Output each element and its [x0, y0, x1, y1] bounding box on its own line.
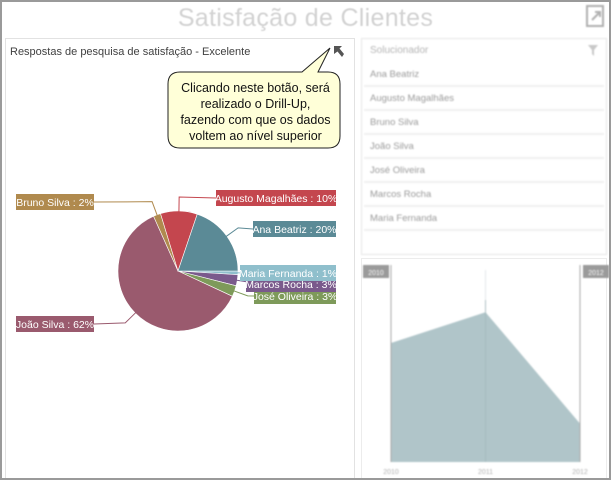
callout-line: fazendo com que os dados	[180, 113, 331, 127]
x-axis-label: 2010	[383, 469, 399, 476]
pie-label: Ana Beatriz : 20%	[252, 221, 337, 237]
selector-header-label: Solucionador	[370, 45, 429, 56]
pie-connector-line	[93, 201, 159, 217]
selector-item-joao-silva[interactable]: João Silva	[364, 135, 604, 159]
drill-up-arrow-icon[interactable]	[333, 45, 345, 58]
pie-label-text: Augusto Magalhães : 10%	[215, 193, 338, 205]
selector-item-augusto-magalhaes[interactable]: Augusto Magalhães	[364, 87, 604, 111]
export-icon[interactable]	[585, 4, 607, 28]
pie-label: Maria Fernanda : 1%	[239, 265, 337, 281]
pie-label: João Silva : 62%	[16, 316, 94, 332]
selector-item-bruno-silva[interactable]: Bruno Silva	[364, 111, 604, 135]
callout-line: realizado o Drill-Up,	[200, 97, 311, 111]
pie-label-text: Marcos Rocha : 3%	[245, 279, 337, 291]
pie-label: Bruno Silva : 2%	[16, 194, 94, 210]
x-axis-label: 2011	[478, 469, 493, 476]
pie-label-text: Maria Fernanda : 1%	[239, 268, 337, 280]
clear-filter-icon[interactable]	[588, 45, 598, 57]
pie-label-text: Ana Beatriz : 20%	[252, 224, 336, 236]
callout-line: Clicando neste botão, será	[181, 81, 330, 95]
selector-header: Solucionador	[362, 39, 606, 63]
selector-item-ana-beatriz[interactable]: Ana Beatriz	[364, 63, 604, 87]
pie-connector-line	[178, 196, 217, 214]
pie-connector-line	[224, 227, 254, 238]
x-axis-label: 2012	[572, 469, 588, 476]
pie-label-text: João Silva : 62%	[16, 319, 94, 331]
callout-line: voltem ao nível superior	[189, 129, 322, 143]
range-handle-label: 2010	[368, 270, 384, 277]
callout-text: Clicando neste botão, será realizado o D…	[173, 80, 338, 144]
pie-chart: João Silva : 62% Bruno Silva : 2% Augusto …	[16, 190, 337, 332]
range-end-handle[interactable]: 2012	[579, 265, 609, 462]
solver-selector-panel: Solucionador Ana Beatriz Augusto Magalhã…	[361, 38, 607, 255]
pie-label-text: Bruno Silva : 2%	[16, 197, 94, 209]
selector-item-jose-oliveira[interactable]: José Oliveira	[364, 159, 604, 183]
pie-connector-line	[232, 289, 255, 297]
pie-chart-caption: Respostas de pesquisa de satisfação - Ex…	[10, 46, 251, 58]
selector-item-maria-fernanda[interactable]: Maria Fernanda	[364, 207, 604, 231]
dashboard-title: Satisfação de Clientes	[177, 4, 434, 32]
range-handle-label: 2012	[588, 270, 604, 277]
pie-slices[interactable]	[117, 210, 239, 332]
pie-connector-line	[93, 311, 138, 325]
pie-labels: João Silva : 62% Bruno Silva : 2% Augusto …	[16, 190, 337, 332]
range-start-handle[interactable]: 2010	[363, 265, 392, 462]
callout-bubble	[167, 47, 341, 149]
pie-label: Augusto Magalhães : 10%	[215, 190, 338, 206]
pie-label-text: José Oliveira : 3%	[253, 291, 338, 303]
selector-item-marcos-rocha[interactable]: Marcos Rocha	[364, 183, 604, 207]
